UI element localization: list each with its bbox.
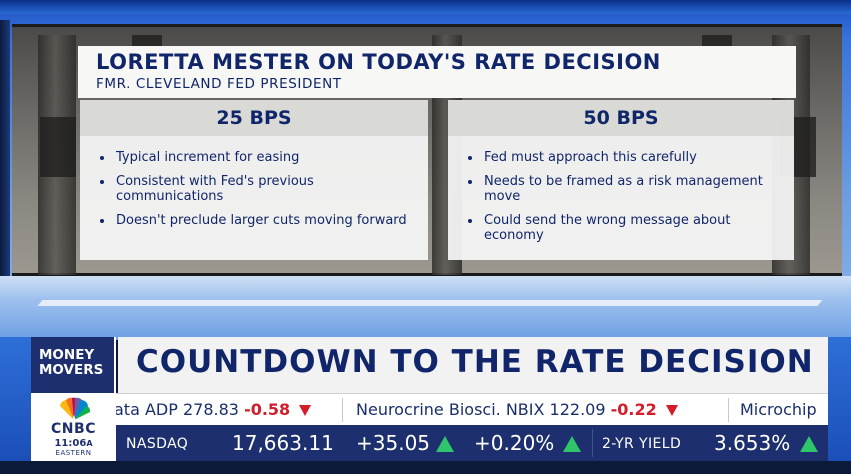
index-change-percent: +0.20% [474, 431, 555, 455]
ticker-change: -0.58 [244, 400, 291, 419]
market-divider [592, 429, 593, 457]
ticker-price: 122.09 [549, 400, 606, 419]
floor-stripe [37, 300, 823, 306]
bullet-item: Fed must approach this carefully [468, 150, 784, 165]
column-25-bps: 25 BPS Typical increment for easing Cons… [80, 100, 428, 260]
clock-time: 11:06 [54, 438, 87, 449]
stock-ticker: ata ADP 278.83 -0.58 Neurocrine Biosci. … [116, 393, 828, 425]
studio-post [0, 20, 10, 340]
bullet-item: Needs to be framed as a risk management … [468, 174, 784, 204]
studio-floor [0, 276, 851, 340]
column-heading: 25 BPS [80, 100, 428, 136]
lower-third-edge [828, 337, 851, 461]
index-name: NASDAQ [126, 436, 189, 452]
triangle-down-icon [299, 405, 312, 416]
graphic-title-card: LORETTA MESTER ON TODAY'S RATE DECISION … [78, 46, 796, 98]
ticker-symbol: Microchip [740, 400, 817, 419]
triangle-down-icon [665, 405, 678, 416]
bullet-list: Typical increment for easing Consistent … [100, 150, 418, 237]
building-window [40, 117, 76, 177]
clock-meridiem: A [86, 439, 93, 448]
bullet-item: Doesn't preclude larger cuts moving forw… [100, 213, 418, 228]
ticker-item: ata ADP 278.83 -0.58 [116, 400, 312, 419]
bullet-item: Typical increment for easing [100, 150, 418, 165]
index-value: 17,663.11 [232, 431, 334, 455]
bullet-item: Consistent with Fed's previous communica… [100, 174, 418, 204]
triangle-up-icon [563, 436, 581, 452]
bottom-band [0, 461, 851, 474]
ticker-item: Neurocrine Biosci. NBIX 122.09 -0.22 [356, 400, 678, 419]
ticker-divider [728, 398, 729, 422]
yield-value: 3.653% [714, 431, 791, 455]
yield-name: 2-YR YIELD [602, 436, 682, 452]
headline-bar: COUNTDOWN TO THE RATE DECISION [118, 337, 828, 393]
ticker-item: Microchip [740, 400, 817, 419]
market-bar: NASDAQ 17,663.11 +35.05 +0.20% 2-YR YIEL… [116, 425, 828, 461]
network-logo-box: CNBC 11:06A EASTERN [31, 393, 116, 461]
ticker-price: 278.83 [182, 400, 239, 419]
clock: 11:06A [31, 438, 116, 449]
lower-third-edge [0, 337, 31, 461]
ticker-change: -0.22 [610, 400, 657, 419]
ticker-symbol: Neurocrine Biosci. NBIX [356, 400, 545, 419]
graphic-subtitle: FMR. CLEVELAND FED PRESIDENT [96, 76, 342, 92]
triangle-up-icon [436, 436, 454, 452]
bullet-item: Could send the wrong message about econo… [468, 213, 784, 243]
clock-timezone: EASTERN [55, 449, 92, 457]
column-50-bps: 50 BPS Fed must approach this carefully … [448, 100, 794, 260]
graphic-title: LORETTA MESTER ON TODAY'S RATE DECISION [96, 50, 661, 74]
ceiling-light [0, 0, 851, 14]
index-change: +35.05 [356, 431, 431, 455]
show-name: MONEY MOVERS [39, 347, 104, 378]
network-name: CNBC [51, 421, 96, 437]
ticker-symbol: ata ADP [116, 400, 178, 419]
triangle-up-icon [800, 436, 818, 452]
headline: COUNTDOWN TO THE RATE DECISION [136, 344, 814, 380]
peacock-icon [60, 397, 91, 421]
ticker-divider [342, 398, 343, 422]
bullet-list: Fed must approach this carefully Needs t… [468, 150, 784, 252]
show-name-box: MONEY MOVERS [31, 337, 116, 393]
column-heading: 50 BPS [448, 100, 794, 136]
